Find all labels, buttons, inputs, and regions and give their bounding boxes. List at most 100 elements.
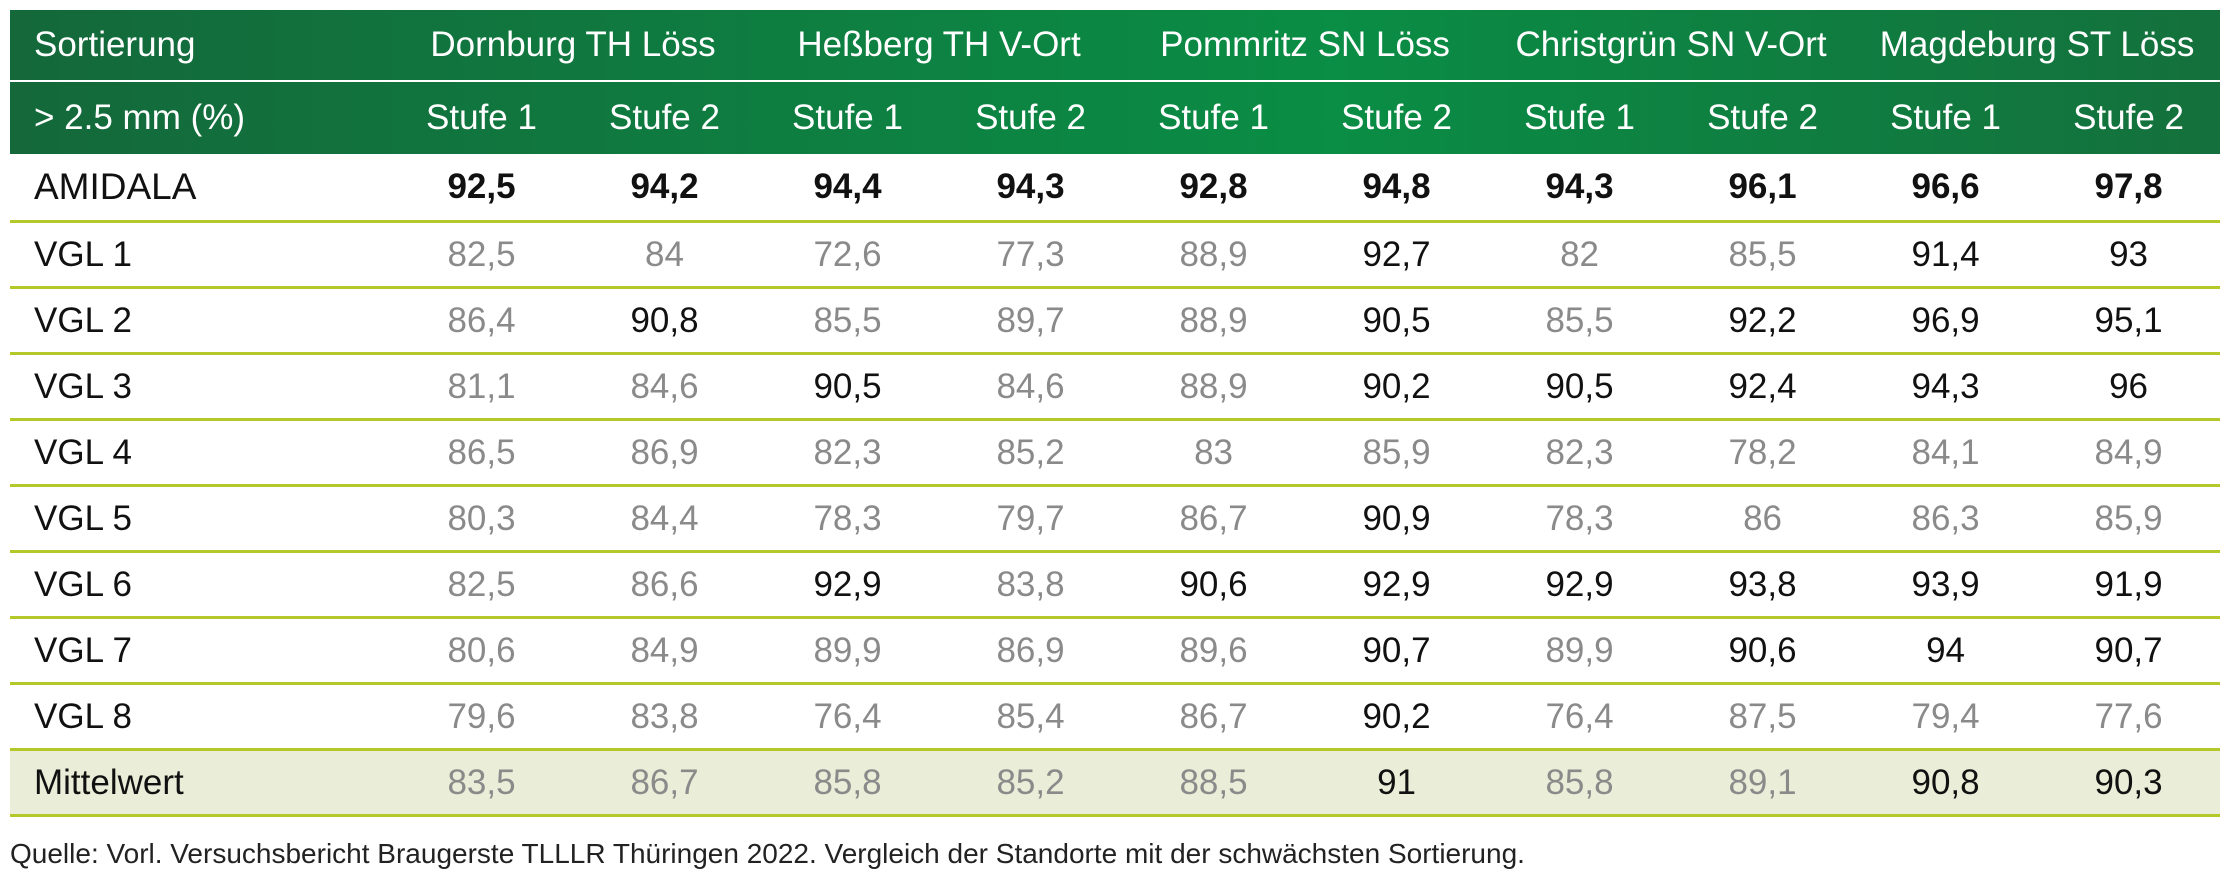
table-cell: 90,3: [2037, 749, 2221, 817]
table-cell: 95,1: [2037, 287, 2221, 355]
table-cell: 79,6: [390, 683, 573, 751]
table-cell: 89,6: [1122, 617, 1306, 685]
table-cell: 77,6: [2037, 683, 2221, 751]
row-label: VGL 2: [10, 287, 390, 355]
table-cell: 90,6: [1671, 617, 1855, 685]
table-cell: 84,6: [939, 353, 1123, 421]
row-label: AMIDALA: [10, 154, 390, 223]
table-header: Sortierung Dornburg TH Löss Heßberg TH V…: [10, 10, 2221, 154]
table-cell: 96: [2037, 353, 2221, 421]
table-cell: 86: [1671, 485, 1855, 553]
table-cell: 91: [1305, 749, 1489, 817]
table-cell: 90,2: [1305, 353, 1489, 421]
results-table-container: Sortierung Dornburg TH Löss Heßberg TH V…: [10, 10, 2221, 817]
table-cell: 92,7: [1305, 221, 1489, 289]
table-cell: 86,9: [573, 419, 757, 487]
table-cell: 93,9: [1854, 551, 2038, 619]
table-cell: 90,5: [1305, 287, 1489, 355]
header-sortierung: Sortierung: [34, 25, 196, 64]
table-cell: 90,7: [2037, 617, 2221, 685]
table-cell: 83,5: [390, 749, 573, 817]
header-row-locations: Sortierung Dornburg TH Löss Heßberg TH V…: [10, 10, 2221, 81]
table-cell: 85,4: [939, 683, 1123, 751]
table-cell: 91,9: [2037, 551, 2221, 619]
table-cell: 86,6: [573, 551, 757, 619]
row-label: VGL 8: [10, 683, 390, 751]
table-cell: 89,9: [756, 617, 940, 685]
table-row: Mittelwert 83,5 86,7 85,8 85,2 88,5 91 85,8 89,1…: [10, 749, 2221, 817]
header-location: Pommritz SN Löss: [1160, 25, 1450, 64]
source-note: Quelle: Vorl. Versuchsbericht Braugerste…: [10, 838, 1525, 869]
header-location: Dornburg TH Löss: [430, 25, 716, 64]
table-cell: 85,9: [1305, 419, 1489, 487]
table-cell: 96,1: [1671, 154, 1855, 223]
table-cell: 72,6: [756, 221, 940, 289]
header-location: Heßberg TH V-Ort: [797, 25, 1081, 64]
table-cell: 88,9: [1122, 221, 1306, 289]
table-cell: 87,5: [1671, 683, 1855, 751]
table-cell: 85,5: [1671, 221, 1855, 289]
table-row: VGL 2 86,4 90,8 85,5 89,7 88,9 90,5 85,5 92,2 96,…: [10, 287, 2221, 355]
table-cell: 83,8: [939, 551, 1123, 619]
table-cell: 80,6: [390, 617, 573, 685]
row-label: Mittelwert: [10, 749, 390, 817]
table-cell: 86,7: [1122, 683, 1306, 751]
table-cell: 77,3: [939, 221, 1123, 289]
table-cell: 82: [1488, 221, 1672, 289]
table-cell: 84,9: [2037, 419, 2221, 487]
table-cell: 94,3: [939, 154, 1123, 223]
header-stage: Stufe 2: [573, 80, 757, 154]
table-cell: 86,7: [573, 749, 757, 817]
table-cell: 85,9: [2037, 485, 2221, 553]
table-cell: 94: [1854, 617, 2038, 685]
table-cell: 84,1: [1854, 419, 2038, 487]
header-row-stages: > 2.5 mm (%) Stufe 1 Stufe 2 Stufe 1 Stu…: [10, 80, 2221, 154]
table-cell: 85,2: [939, 749, 1123, 817]
header-stage: Stufe 2: [1671, 80, 1855, 154]
table-row: VGL 6 82,5 86,6 92,9 83,8 90,6 92,9 92,9 93,8 93,…: [10, 551, 2221, 619]
table-cell: 86,4: [390, 287, 573, 355]
table-cell: 93: [2037, 221, 2221, 289]
table-row: VGL 3 81,1 84,6 90,5 84,6 88,9 90,2 90,5 92,4 94,…: [10, 353, 2221, 421]
table-cell: 89,9: [1488, 617, 1672, 685]
table-cell: 92,2: [1671, 287, 1855, 355]
header-size-threshold: > 2.5 mm (%): [10, 80, 390, 154]
row-label: VGL 7: [10, 617, 390, 685]
header-stage: Stufe 1: [756, 80, 940, 154]
table-cell: 86,9: [939, 617, 1123, 685]
table-cell: 79,4: [1854, 683, 2038, 751]
table-row: VGL 4 86,5 86,9 82,3 85,2 83 85,9 82,3 78,2 84,1 8…: [10, 419, 2221, 487]
table-cell: 92,5: [390, 154, 573, 223]
header-stage: Stufe 1: [1122, 80, 1306, 154]
table-cell: 86,7: [1122, 485, 1306, 553]
table-cell: 92,9: [1305, 551, 1489, 619]
table-row: VGL 5 80,3 84,4 78,3 79,7 86,7 90,9 78,3 86 86,3 8…: [10, 485, 2221, 553]
table-cell: 88,9: [1122, 353, 1306, 421]
table-cell: 88,5: [1122, 749, 1306, 817]
header-stage: Stufe 2: [939, 80, 1123, 154]
table-cell: 82,3: [756, 419, 940, 487]
table-cell: 94,8: [1305, 154, 1489, 223]
sorting-results-table: Sortierung Dornburg TH Löss Heßberg TH V…: [10, 10, 2221, 817]
header-location: Magdeburg ST Löss: [1879, 25, 2195, 64]
header-stage: Stufe 2: [1305, 80, 1489, 154]
table-cell: 96,9: [1854, 287, 2038, 355]
table-cell: 88,9: [1122, 287, 1306, 355]
table-cell: 84,6: [573, 353, 757, 421]
table-row: VGL 1 82,5 84 72,6 77,3 88,9 92,7 82 85,5 91,4 93: [10, 221, 2221, 289]
table-cell: 90,7: [1305, 617, 1489, 685]
table-cell: 94,4: [756, 154, 940, 223]
header-stage: Stufe 1: [1854, 80, 2038, 154]
table-cell: 90,8: [1854, 749, 2038, 817]
table-cell: 82,5: [390, 221, 573, 289]
table-cell: 97,8: [2037, 154, 2221, 223]
table-cell: 93,8: [1671, 551, 1855, 619]
table-cell: 80,3: [390, 485, 573, 553]
table-cell: 90,5: [1488, 353, 1672, 421]
table-cell: 76,4: [756, 683, 940, 751]
row-label: VGL 4: [10, 419, 390, 487]
table-row: AMIDALA 92,5 94,2 94,4 94,3 92,8 94,8 94,3 96,1 9…: [10, 154, 2221, 223]
table-cell: 94,3: [1854, 353, 2038, 421]
table-cell: 90,2: [1305, 683, 1489, 751]
header-location: Christgrün SN V-Ort: [1515, 25, 1827, 64]
